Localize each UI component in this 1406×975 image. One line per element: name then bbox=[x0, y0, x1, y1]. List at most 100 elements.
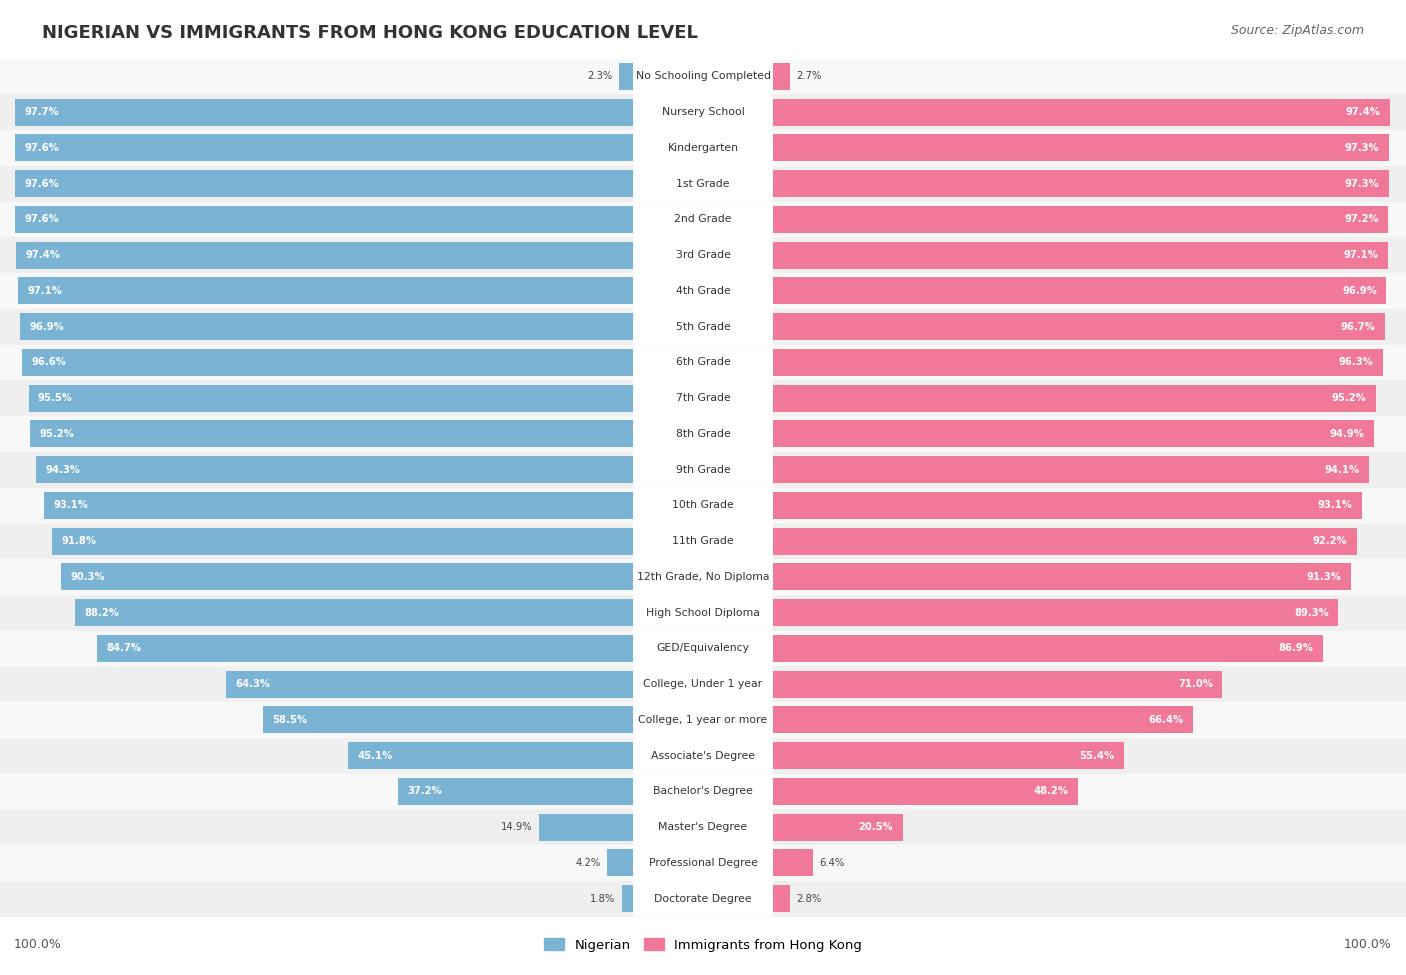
FancyBboxPatch shape bbox=[633, 273, 773, 309]
Bar bbox=[773, 420, 1374, 448]
Bar bbox=[398, 778, 633, 804]
Text: 92.2%: 92.2% bbox=[1312, 536, 1347, 546]
Bar bbox=[773, 63, 790, 90]
FancyBboxPatch shape bbox=[633, 845, 773, 880]
Text: 84.7%: 84.7% bbox=[107, 644, 142, 653]
Bar bbox=[28, 385, 633, 411]
Bar bbox=[538, 814, 633, 840]
FancyBboxPatch shape bbox=[633, 58, 773, 95]
FancyBboxPatch shape bbox=[633, 809, 773, 845]
Bar bbox=[0, 809, 1406, 845]
Text: 64.3%: 64.3% bbox=[236, 680, 270, 689]
Text: 20.5%: 20.5% bbox=[858, 822, 893, 832]
FancyBboxPatch shape bbox=[633, 130, 773, 166]
Bar bbox=[0, 130, 1406, 166]
Text: Master's Degree: Master's Degree bbox=[658, 822, 748, 832]
Text: 88.2%: 88.2% bbox=[84, 607, 120, 617]
Text: 93.1%: 93.1% bbox=[1317, 500, 1353, 510]
Text: 100.0%: 100.0% bbox=[14, 938, 62, 951]
Bar bbox=[0, 524, 1406, 559]
Text: 97.6%: 97.6% bbox=[25, 143, 59, 153]
Bar bbox=[44, 492, 633, 519]
Bar bbox=[619, 63, 633, 90]
Bar bbox=[773, 778, 1078, 804]
Bar bbox=[773, 814, 903, 840]
FancyBboxPatch shape bbox=[633, 202, 773, 237]
Bar bbox=[31, 420, 633, 448]
Text: 97.2%: 97.2% bbox=[1344, 214, 1379, 224]
Text: 91.3%: 91.3% bbox=[1306, 572, 1341, 582]
Text: 89.3%: 89.3% bbox=[1294, 607, 1329, 617]
Text: 97.6%: 97.6% bbox=[25, 178, 59, 188]
Bar bbox=[773, 456, 1368, 483]
Text: 6.4%: 6.4% bbox=[820, 858, 845, 868]
Text: 1.8%: 1.8% bbox=[591, 894, 616, 904]
Text: Associate's Degree: Associate's Degree bbox=[651, 751, 755, 760]
Text: 8th Grade: 8th Grade bbox=[676, 429, 730, 439]
Text: 97.3%: 97.3% bbox=[1344, 178, 1379, 188]
Bar bbox=[773, 707, 1194, 733]
Text: 96.7%: 96.7% bbox=[1341, 322, 1375, 332]
FancyBboxPatch shape bbox=[633, 559, 773, 595]
Bar bbox=[347, 742, 633, 769]
Text: 71.0%: 71.0% bbox=[1178, 680, 1213, 689]
FancyBboxPatch shape bbox=[633, 451, 773, 488]
Text: 2nd Grade: 2nd Grade bbox=[675, 214, 731, 224]
Text: 11th Grade: 11th Grade bbox=[672, 536, 734, 546]
Bar bbox=[0, 559, 1406, 595]
Text: 97.1%: 97.1% bbox=[28, 286, 63, 295]
Bar bbox=[21, 349, 633, 375]
Text: 2.8%: 2.8% bbox=[797, 894, 823, 904]
FancyBboxPatch shape bbox=[633, 309, 773, 344]
FancyBboxPatch shape bbox=[633, 631, 773, 666]
FancyBboxPatch shape bbox=[633, 166, 773, 202]
Text: 66.4%: 66.4% bbox=[1149, 715, 1184, 724]
FancyBboxPatch shape bbox=[633, 524, 773, 559]
Text: 91.8%: 91.8% bbox=[62, 536, 97, 546]
Text: 93.1%: 93.1% bbox=[53, 500, 89, 510]
Text: 96.3%: 96.3% bbox=[1339, 358, 1374, 368]
Bar bbox=[0, 237, 1406, 273]
Bar bbox=[0, 202, 1406, 237]
FancyBboxPatch shape bbox=[633, 595, 773, 631]
FancyBboxPatch shape bbox=[633, 702, 773, 738]
Bar bbox=[0, 166, 1406, 202]
Text: Doctorate Degree: Doctorate Degree bbox=[654, 894, 752, 904]
Bar bbox=[0, 451, 1406, 488]
Text: 9th Grade: 9th Grade bbox=[676, 465, 730, 475]
Text: 3rd Grade: 3rd Grade bbox=[675, 251, 731, 260]
Bar bbox=[0, 845, 1406, 880]
Bar bbox=[37, 456, 633, 483]
Bar bbox=[773, 171, 1389, 197]
FancyBboxPatch shape bbox=[633, 880, 773, 916]
Text: No Schooling Completed: No Schooling Completed bbox=[636, 71, 770, 81]
Bar bbox=[0, 95, 1406, 130]
Bar bbox=[773, 600, 1339, 626]
Bar bbox=[0, 58, 1406, 95]
Text: 58.5%: 58.5% bbox=[273, 715, 308, 724]
Text: 97.3%: 97.3% bbox=[1344, 143, 1379, 153]
Bar bbox=[0, 309, 1406, 344]
Text: 94.9%: 94.9% bbox=[1329, 429, 1364, 439]
Text: 97.1%: 97.1% bbox=[1343, 251, 1378, 260]
Bar bbox=[773, 206, 1388, 233]
Text: 97.6%: 97.6% bbox=[25, 214, 59, 224]
Text: High School Diploma: High School Diploma bbox=[647, 607, 759, 617]
FancyBboxPatch shape bbox=[633, 416, 773, 451]
Bar bbox=[0, 702, 1406, 738]
Bar bbox=[0, 273, 1406, 309]
Bar bbox=[15, 171, 633, 197]
FancyBboxPatch shape bbox=[633, 380, 773, 416]
Bar bbox=[62, 564, 633, 590]
Text: GED/Equivalency: GED/Equivalency bbox=[657, 644, 749, 653]
Bar bbox=[52, 527, 633, 555]
Text: Kindergarten: Kindergarten bbox=[668, 143, 738, 153]
Bar bbox=[0, 631, 1406, 666]
Bar bbox=[773, 885, 790, 912]
Text: 96.9%: 96.9% bbox=[30, 322, 63, 332]
Bar bbox=[0, 666, 1406, 702]
Bar bbox=[20, 313, 633, 340]
Bar bbox=[773, 242, 1388, 268]
Bar bbox=[773, 635, 1323, 662]
Text: 94.3%: 94.3% bbox=[45, 465, 80, 475]
